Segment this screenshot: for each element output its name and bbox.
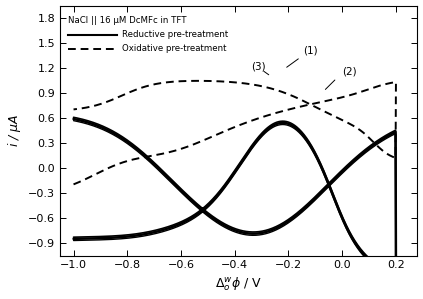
Text: (2): (2) [342,66,357,76]
X-axis label: $\Delta_o^w\phi$ / V: $\Delta_o^w\phi$ / V [215,276,262,293]
Text: (3): (3) [251,61,266,71]
Y-axis label: $i$ / μA: $i$ / μA [5,114,22,147]
Text: Reductive pre-treatment: Reductive pre-treatment [122,30,228,39]
Text: NaCl || 16 μM DcMFc in TFT: NaCl || 16 μM DcMFc in TFT [68,16,187,25]
Text: Oxidative pre-treatment: Oxidative pre-treatment [122,44,226,54]
Text: (1): (1) [303,45,318,56]
